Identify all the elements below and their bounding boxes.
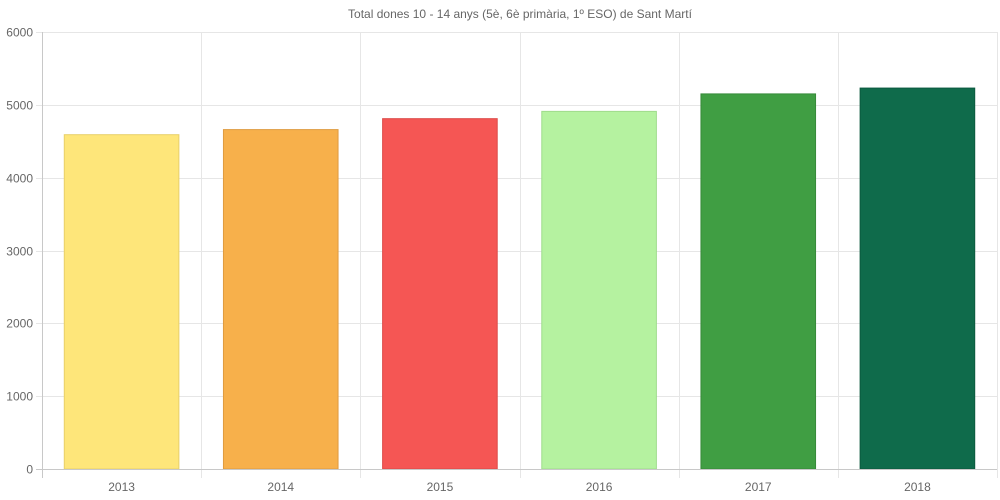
x-tick-label: 2017 [745, 480, 772, 494]
x-axis-ticks: 2013 2014 2015 2016 2017 2018 [108, 480, 931, 494]
y-tick-label: 0 [26, 463, 33, 477]
axes [36, 32, 997, 478]
x-tick-label: 2018 [904, 480, 931, 494]
x-tick-label: 2016 [586, 480, 613, 494]
x-tick-label: 2015 [427, 480, 454, 494]
y-tick-label: 5000 [6, 99, 33, 113]
bars [63, 87, 976, 470]
x-tick-label: 2013 [108, 480, 135, 494]
y-axis-ticks: 0 1000 2000 3000 4000 5000 6000 [6, 26, 33, 477]
y-tick-label: 1000 [6, 390, 33, 404]
chart-title: Total dones 10 - 14 anys (5è, 6è primàri… [348, 7, 693, 21]
x-tick-label: 2014 [267, 480, 294, 494]
bar-2018 [859, 87, 976, 470]
bar-2016 [541, 110, 657, 470]
y-tick-label: 2000 [6, 317, 33, 331]
y-tick-label: 6000 [6, 26, 33, 40]
y-tick-label: 3000 [6, 245, 33, 259]
bar-2014 [222, 129, 339, 470]
bar-2015 [382, 118, 498, 470]
y-tick-label: 4000 [6, 172, 33, 186]
grid [36, 32, 998, 478]
bar-2017 [700, 93, 817, 470]
bar-2013 [63, 134, 180, 470]
